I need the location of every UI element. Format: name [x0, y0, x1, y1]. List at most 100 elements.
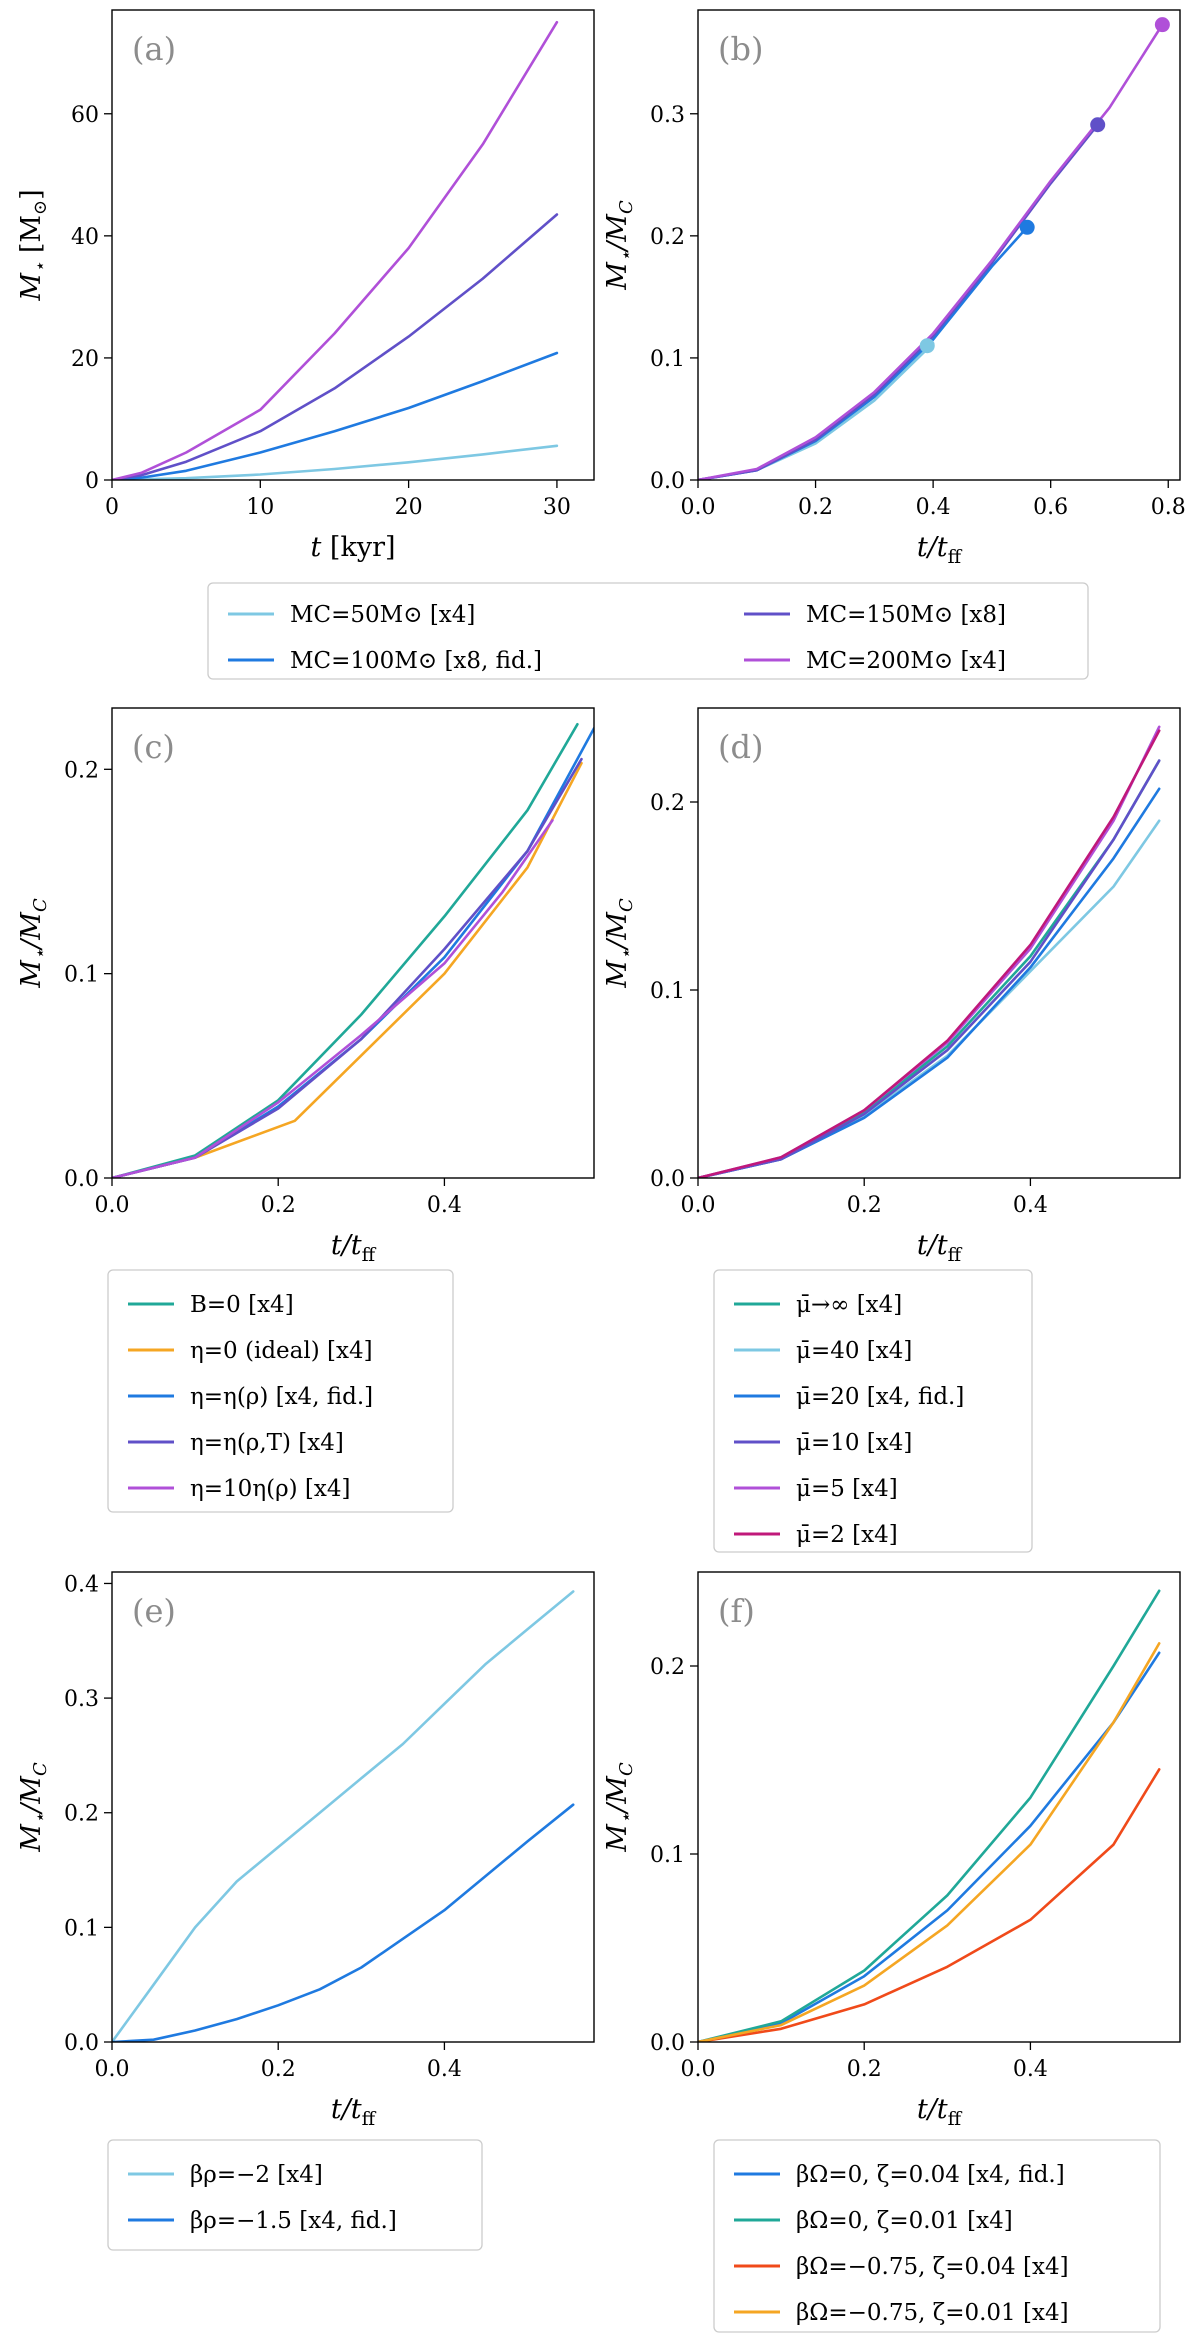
- panel-label: (e): [132, 1592, 176, 1630]
- plot-frame: [111, 1571, 595, 2043]
- series-group: [698, 1589, 1161, 2042]
- legend-entry: μ̄=10 [x4]: [734, 1430, 912, 1456]
- series-line-3: [698, 123, 1099, 480]
- panel-f: 0.0 0.2 0.4 0.0 0.1 0.2 (f) t/tff M⋆/MC: [602, 1571, 1181, 2130]
- series-line-1: [698, 759, 1161, 1178]
- y-axis-label: M⋆/MC: [602, 898, 637, 989]
- legend-entry: βρ=−1.5 [x4, fid.]: [128, 2208, 397, 2234]
- series-line-2: [112, 351, 559, 480]
- y-tick-label: 0.0: [64, 1167, 99, 1192]
- series-line-1: [112, 1590, 575, 2042]
- legend-label: B=0 [x4]: [190, 1292, 294, 1318]
- legend-entry: βρ=−2 [x4]: [128, 2162, 323, 2188]
- panel-b: 0.0 0.2 0.4 0.6 0.8 0.0 0.1 0.2 0.3 (b) t/tff M⋆/MC: [602, 9, 1186, 568]
- panel-label: (d): [718, 728, 763, 766]
- legend-entry: η=η(ρ,T) [x4]: [128, 1430, 344, 1456]
- series-line-6: [698, 729, 1161, 1178]
- legend-label: MC=50M⊙ [x4]: [290, 602, 475, 628]
- y-axis-label: M⋆/MC: [16, 1762, 51, 1853]
- legend-label: MC=100M⊙ [x8, fid.]: [290, 648, 542, 674]
- x-tick-label: 0.2: [847, 1193, 882, 1218]
- legend-entry: MC=200M⊙ [x4]: [744, 648, 1006, 674]
- y-tick-label: 40: [71, 225, 99, 250]
- legend-entry: MC=50M⊙ [x4]: [228, 602, 475, 628]
- y-tick-label: 0.0: [650, 469, 685, 494]
- panel-label: (b): [718, 30, 763, 68]
- series-line-5: [112, 819, 554, 1178]
- legend-a: MC=50M⊙ [x4] MC=100M⊙ [x8, fid.] MC=150M⊙ …: [207, 582, 1089, 680]
- legend-label: μ̄=10 [x4]: [796, 1430, 912, 1456]
- plot-frame: [111, 707, 595, 1179]
- x-tick-label: 0.2: [798, 495, 833, 520]
- series-line-1: [698, 341, 935, 480]
- legend-label: η=10η(ρ) [x4]: [190, 1476, 350, 1502]
- x-tick-label: 0.2: [261, 2057, 296, 2082]
- x-tick-label: 0.2: [847, 2057, 882, 2082]
- y-tick-label: 0.0: [650, 2031, 685, 2056]
- legend-entry: μ̄=5 [x4]: [734, 1476, 898, 1502]
- legend-entry: MC=150M⊙ [x8]: [744, 602, 1006, 628]
- y-tick-label: 0.2: [650, 1655, 685, 1680]
- legend-label: βρ=−2 [x4]: [190, 2162, 323, 2188]
- panel-a: 0 10 20 30 0 20 40 60 (a) t [kyr] M⋆ [M⊙]: [16, 9, 595, 563]
- x-tick-label: 0.6: [1033, 495, 1068, 520]
- legend-box: [107, 1269, 454, 1513]
- panel-e: 0.0 0.2 0.4 0.0 0.1 0.2 0.3 0.4 (e) t/tff M⋆/MC: [16, 1571, 595, 2130]
- legend-label: μ̄=40 [x4]: [796, 1338, 912, 1364]
- legend-label: η=0 (ideal) [x4]: [190, 1338, 373, 1364]
- legend-label: η=η(ρ,T) [x4]: [190, 1430, 344, 1456]
- legend-entry: B=0 [x4]: [128, 1292, 294, 1318]
- legend-entry: μ̄=2 [x4]: [734, 1522, 898, 1548]
- panel-c: 0.0 0.2 0.4 0.0 0.1 0.2 (c) t/tff M⋆/MC: [16, 707, 595, 1266]
- panel-label: (a): [132, 30, 176, 68]
- series-group: [698, 725, 1161, 1178]
- legend-entry: βΩ=−0.75, ζ=0.04 [x4]: [734, 2254, 1069, 2280]
- x-axis-label: t/tff: [331, 2094, 377, 2130]
- plot-frame: [697, 9, 1181, 481]
- x-tick-label: 0.2: [261, 1193, 296, 1218]
- legend-d: μ̄→∞ [x4] μ̄=40 [x4] μ̄=20 [x4, fid.] μ̄=10…: [713, 1269, 1033, 1553]
- panel-d: 0.0 0.2 0.4 0.0 0.1 0.2 (d) t/tff M⋆/MC: [602, 707, 1181, 1266]
- legend-entry: μ̄=40 [x4]: [734, 1338, 912, 1364]
- x-tick-label: 20: [395, 495, 423, 520]
- y-tick-label: 0.1: [650, 979, 685, 1004]
- legend-entry: βΩ=0, ζ=0.01 [x4]: [734, 2208, 1013, 2234]
- legend-label: μ̄=5 [x4]: [796, 1476, 898, 1502]
- y-tick-label: 0.1: [650, 1843, 685, 1868]
- series-line-4: [698, 759, 1161, 1178]
- legend-label: MC=200M⊙ [x4]: [806, 648, 1006, 674]
- x-axis-label: t [kyr]: [310, 532, 395, 563]
- legend-box: [713, 2139, 1161, 2333]
- legend-entry: η=0 (ideal) [x4]: [128, 1338, 373, 1364]
- plot-frame: [111, 9, 595, 481]
- x-axis-label: t/tff: [917, 532, 963, 568]
- legend-label: βΩ=0, ζ=0.04 [x4, fid.]: [796, 2162, 1065, 2188]
- y-tick-label: 0.3: [64, 1687, 99, 1712]
- series-line-2: [698, 226, 1029, 480]
- y-tick-label: 0: [85, 469, 99, 494]
- y-tick-label: 0.3: [650, 103, 685, 128]
- y-tick-label: 0.2: [64, 1802, 99, 1827]
- series-line-1: [112, 722, 579, 1178]
- y-tick-label: 0.1: [650, 347, 685, 372]
- legend-entry: η=10η(ρ) [x4]: [128, 1476, 350, 1502]
- legend-c: B=0 [x4] η=0 (ideal) [x4] η=η(ρ) [x4, fid.…: [107, 1269, 454, 1513]
- legend-box: [713, 1269, 1033, 1553]
- legend-entry: MC=100M⊙ [x8, fid.]: [228, 648, 542, 674]
- series-line-5: [698, 725, 1161, 1178]
- x-tick-label: 0.0: [681, 2057, 716, 2082]
- legend-box: [107, 2139, 483, 2251]
- legend-entry: βΩ=−0.75, ζ=0.01 [x4]: [734, 2300, 1069, 2326]
- panel-label: (f): [718, 1592, 755, 1630]
- y-tick-label: 0.2: [64, 758, 99, 783]
- x-tick-label: 0.0: [681, 495, 716, 520]
- legend-entry: η=η(ρ) [x4, fid.]: [128, 1384, 373, 1410]
- x-tick-label: 0.8: [1151, 495, 1186, 520]
- series-group: [112, 722, 594, 1178]
- series-line-4: [698, 1642, 1161, 2042]
- legend-entry: μ̄=20 [x4, fid.]: [734, 1384, 964, 1410]
- legend-label: η=η(ρ) [x4, fid.]: [190, 1384, 373, 1410]
- series-line-3: [698, 1768, 1161, 2042]
- y-tick-label: 0.0: [64, 2031, 99, 2056]
